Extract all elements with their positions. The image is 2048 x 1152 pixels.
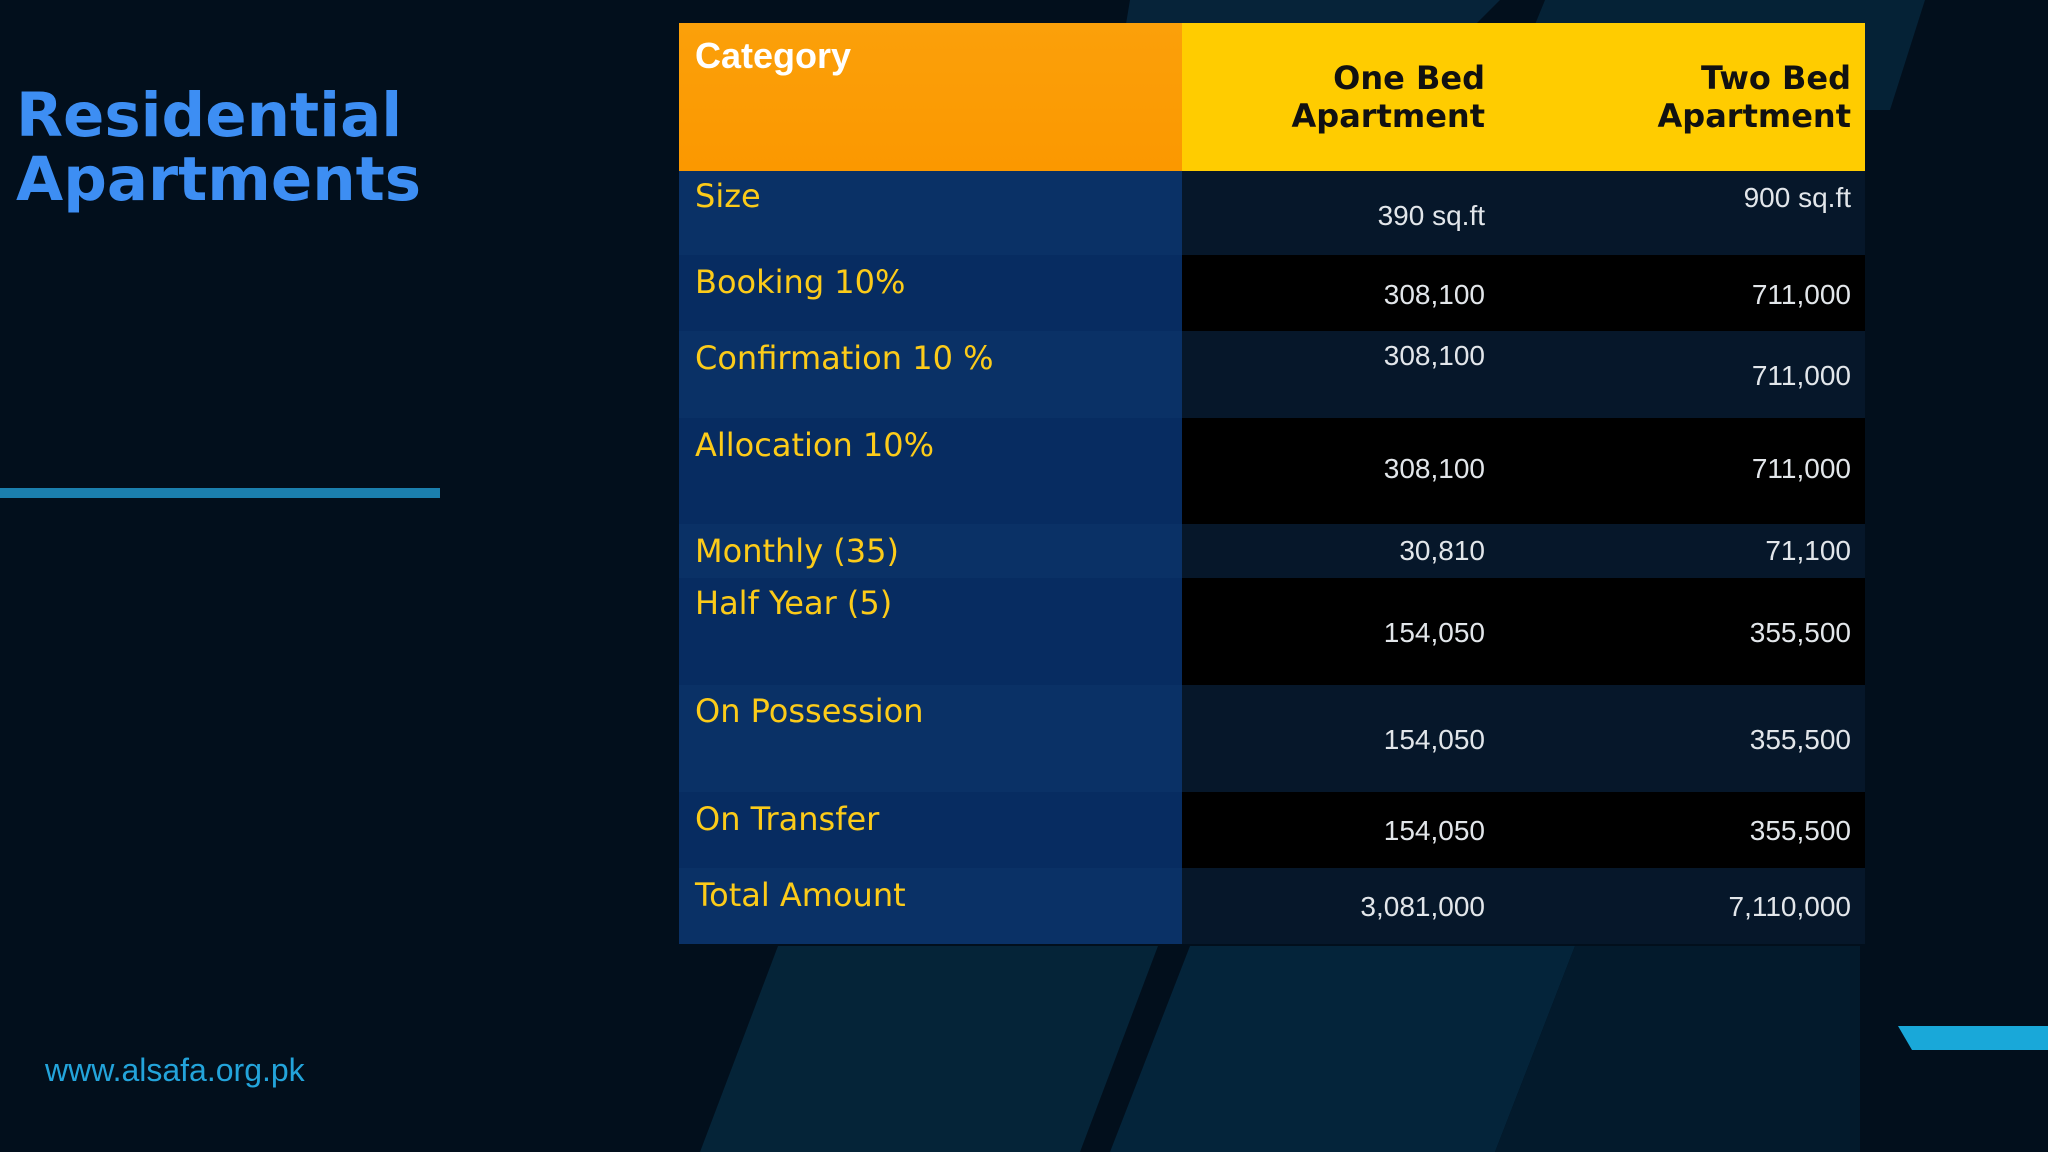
slide-title-line-1: Residential <box>16 80 403 151</box>
one-bed-value: 154,050 <box>1182 685 1499 792</box>
row-category: Half Year (5) <box>679 578 1182 685</box>
one-bed-value: 154,050 <box>1182 792 1499 868</box>
two-bed-value: 71,100 <box>1499 524 1865 578</box>
one-bed-value: 308,100 <box>1182 418 1499 524</box>
row-category: On Transfer <box>679 792 1182 868</box>
table-row-half-year: Half Year (5) 154,050 355,500 <box>679 578 1865 685</box>
header-one-bed-line-1: One Bed <box>1333 59 1485 97</box>
header-one-bed: One Bed Apartment <box>1182 23 1499 171</box>
one-bed-value: 390 sq.ft <box>1182 171 1499 255</box>
table-row-on-possession: On Possession 154,050 355,500 <box>679 685 1865 792</box>
accent-divider-line <box>0 488 440 498</box>
row-category: Booking 10% <box>679 255 1182 331</box>
table-row-monthly: Monthly (35) 30,810 71,100 <box>679 524 1865 578</box>
table-row-allocation: Allocation 10% 308,100 711,000 <box>679 418 1865 524</box>
row-category: Total Amount <box>679 868 1182 944</box>
header-two-bed: Two Bed Apartment <box>1499 23 1865 171</box>
one-bed-value: 3,081,000 <box>1182 868 1499 944</box>
row-category: Size <box>679 171 1182 255</box>
slide-title-line-2: Apartments <box>16 144 422 215</box>
row-category: On Possession <box>679 685 1182 792</box>
table-row-total-amount: Total Amount 3,081,000 7,110,000 <box>679 868 1865 944</box>
table-row-booking: Booking 10% 308,100 711,000 <box>679 255 1865 331</box>
table-row-size: Size 390 sq.ft 900 sq.ft <box>679 171 1865 255</box>
header-category: Category <box>679 23 1182 171</box>
row-category: Monthly (35) <box>679 524 1182 578</box>
one-bed-value: 30,810 <box>1182 524 1499 578</box>
two-bed-value: 711,000 <box>1499 418 1865 524</box>
pricing-table: Category One Bed Apartment Two Bed Apart… <box>679 23 1865 944</box>
row-category: Allocation 10% <box>679 418 1182 524</box>
two-bed-value: 900 sq.ft <box>1499 171 1865 255</box>
two-bed-value: 711,000 <box>1499 255 1865 331</box>
slide-title: Residential Apartments <box>16 84 421 212</box>
row-category: Confirmation 10 % <box>679 331 1182 418</box>
table-header-row: Category One Bed Apartment Two Bed Apart… <box>679 23 1865 171</box>
accent-corner-tab <box>1898 1026 2048 1050</box>
one-bed-value: 154,050 <box>1182 578 1499 685</box>
one-bed-value: 308,100 <box>1182 331 1499 418</box>
two-bed-value: 355,500 <box>1499 685 1865 792</box>
table-row-on-transfer: On Transfer 154,050 355,500 <box>679 792 1865 868</box>
header-one-bed-line-2: Apartment <box>1291 97 1485 135</box>
one-bed-value: 308,100 <box>1182 255 1499 331</box>
website-url: www.alsafa.org.pk <box>45 1052 305 1088</box>
two-bed-value: 7,110,000 <box>1499 868 1865 944</box>
table-row-confirmation: Confirmation 10 % 308,100 711,000 <box>679 331 1865 418</box>
two-bed-value: 711,000 <box>1499 331 1865 418</box>
two-bed-value: 355,500 <box>1499 792 1865 868</box>
two-bed-value: 355,500 <box>1499 578 1865 685</box>
